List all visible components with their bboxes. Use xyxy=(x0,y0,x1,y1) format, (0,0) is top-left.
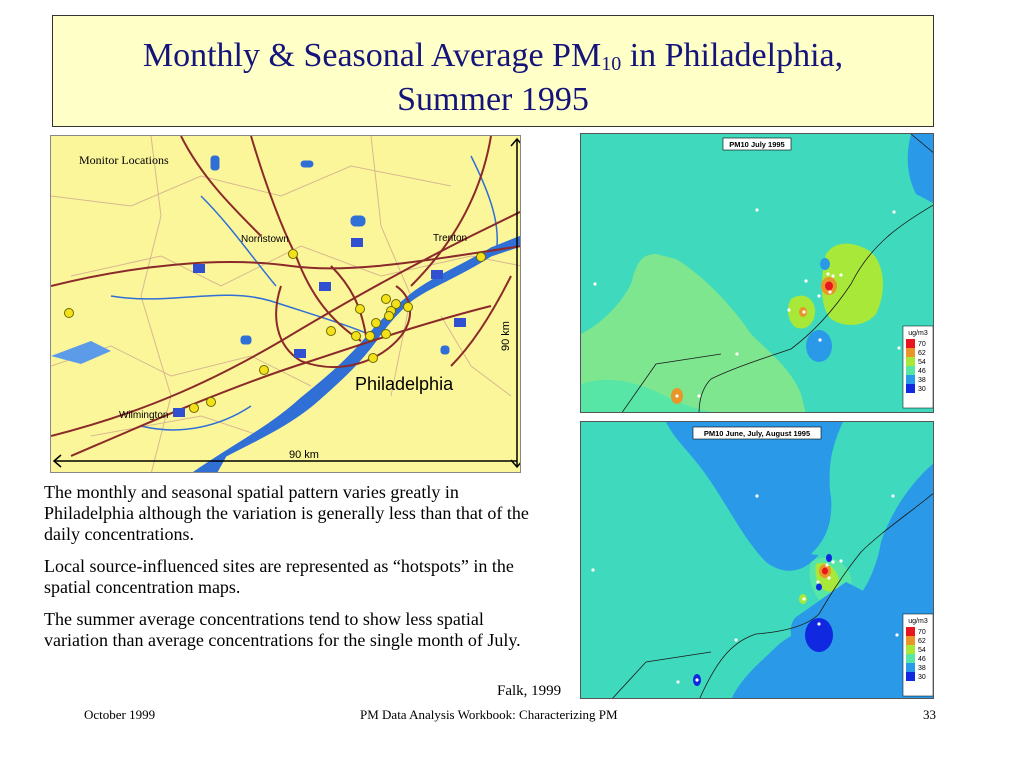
title-prefix: Monthly & Seasonal Average PM xyxy=(142,37,602,74)
pm10-july-map: PM10 July 1995 ug/m3 70 62 54 46 38 30 xyxy=(580,133,934,413)
summer-legend-unit: ug/m3 xyxy=(908,618,928,625)
scale-bars xyxy=(52,137,520,469)
scale-label-vertical: 90 km xyxy=(500,321,512,351)
rivers xyxy=(110,155,499,431)
summer-legend-62: 62 xyxy=(918,638,926,645)
label-trenton: Trenton xyxy=(433,233,467,244)
label-norristown: Norristown xyxy=(241,234,289,245)
title-subscript: 10 xyxy=(601,53,622,75)
summer-legend-54: 54 xyxy=(918,647,926,654)
label-wilmington: Wilmington xyxy=(119,410,168,421)
summer-legend-46: 46 xyxy=(918,656,926,663)
source-credit: Falk, 1999 xyxy=(497,683,562,699)
july-legend-70: 70 xyxy=(918,341,926,348)
roads xyxy=(51,136,520,457)
interstate-shields xyxy=(173,238,466,417)
july-legend-38: 38 xyxy=(918,377,926,384)
title-line-2: Summer 1995 xyxy=(397,81,589,118)
paragraph-1: The monthly and seasonal spatial pattern… xyxy=(44,482,529,544)
monitor-locations-map: Monitor Locations Norristown Trenton Phi… xyxy=(50,135,521,473)
monitor-dots xyxy=(64,249,486,413)
paragraph-3: The summer average concentrations tend t… xyxy=(44,609,521,650)
summer-concentration-map: PM10 June, July, August 1995 ug/m3 70 62… xyxy=(581,422,933,698)
july-legend-unit: ug/m3 xyxy=(908,330,928,337)
summer-legend: ug/m3 70 62 54 46 38 30 xyxy=(902,613,933,697)
slide-title: Monthly & Seasonal Average PM10 in Phila… xyxy=(52,15,934,127)
pm10-summer-map: PM10 June, July, August 1995 ug/m3 70 62… xyxy=(580,421,934,699)
summer-county-lines xyxy=(612,493,933,698)
summer-legend-30: 30 xyxy=(918,674,926,681)
monitor-locations-caption: Monitor Locations xyxy=(79,153,169,167)
summer-monitor-dots xyxy=(591,494,899,684)
july-monitor-dots xyxy=(593,208,901,398)
summer-legend-38: 38 xyxy=(918,665,926,672)
july-legend-62: 62 xyxy=(918,350,926,357)
july-legend-46: 46 xyxy=(918,368,926,375)
body-text: The monthly and seasonal spatial pattern… xyxy=(44,482,552,662)
july-concentration-map: PM10 July 1995 ug/m3 70 62 54 46 38 30 xyxy=(581,134,933,412)
footer-title: PM Data Analysis Workbook: Characterizin… xyxy=(360,707,618,722)
monitor-map-graphic: Monitor Locations Norristown Trenton Phi… xyxy=(51,136,520,472)
july-legend-54: 54 xyxy=(918,359,926,366)
july-legend: ug/m3 70 62 54 46 38 30 xyxy=(902,325,933,409)
summer-legend-70: 70 xyxy=(918,629,926,636)
title-line-1: Monthly & Seasonal Average PM10 in Phila… xyxy=(53,36,933,84)
scale-label-horizontal: 90 km xyxy=(289,449,319,461)
title-suffix: in Philadelphia, xyxy=(621,37,844,74)
july-county-lines xyxy=(621,134,933,412)
footer-date: October 1999 xyxy=(84,707,156,722)
july-map-title: PM10 July 1995 xyxy=(729,140,784,149)
july-legend-30: 30 xyxy=(918,386,926,393)
label-philadelphia: Philadelphia xyxy=(355,374,454,394)
paragraph-2: Local source-influenced sites are repres… xyxy=(44,556,514,597)
water xyxy=(51,155,520,472)
summer-map-title: PM10 June, July, August 1995 xyxy=(704,429,810,438)
page-number: 33 xyxy=(923,707,936,722)
